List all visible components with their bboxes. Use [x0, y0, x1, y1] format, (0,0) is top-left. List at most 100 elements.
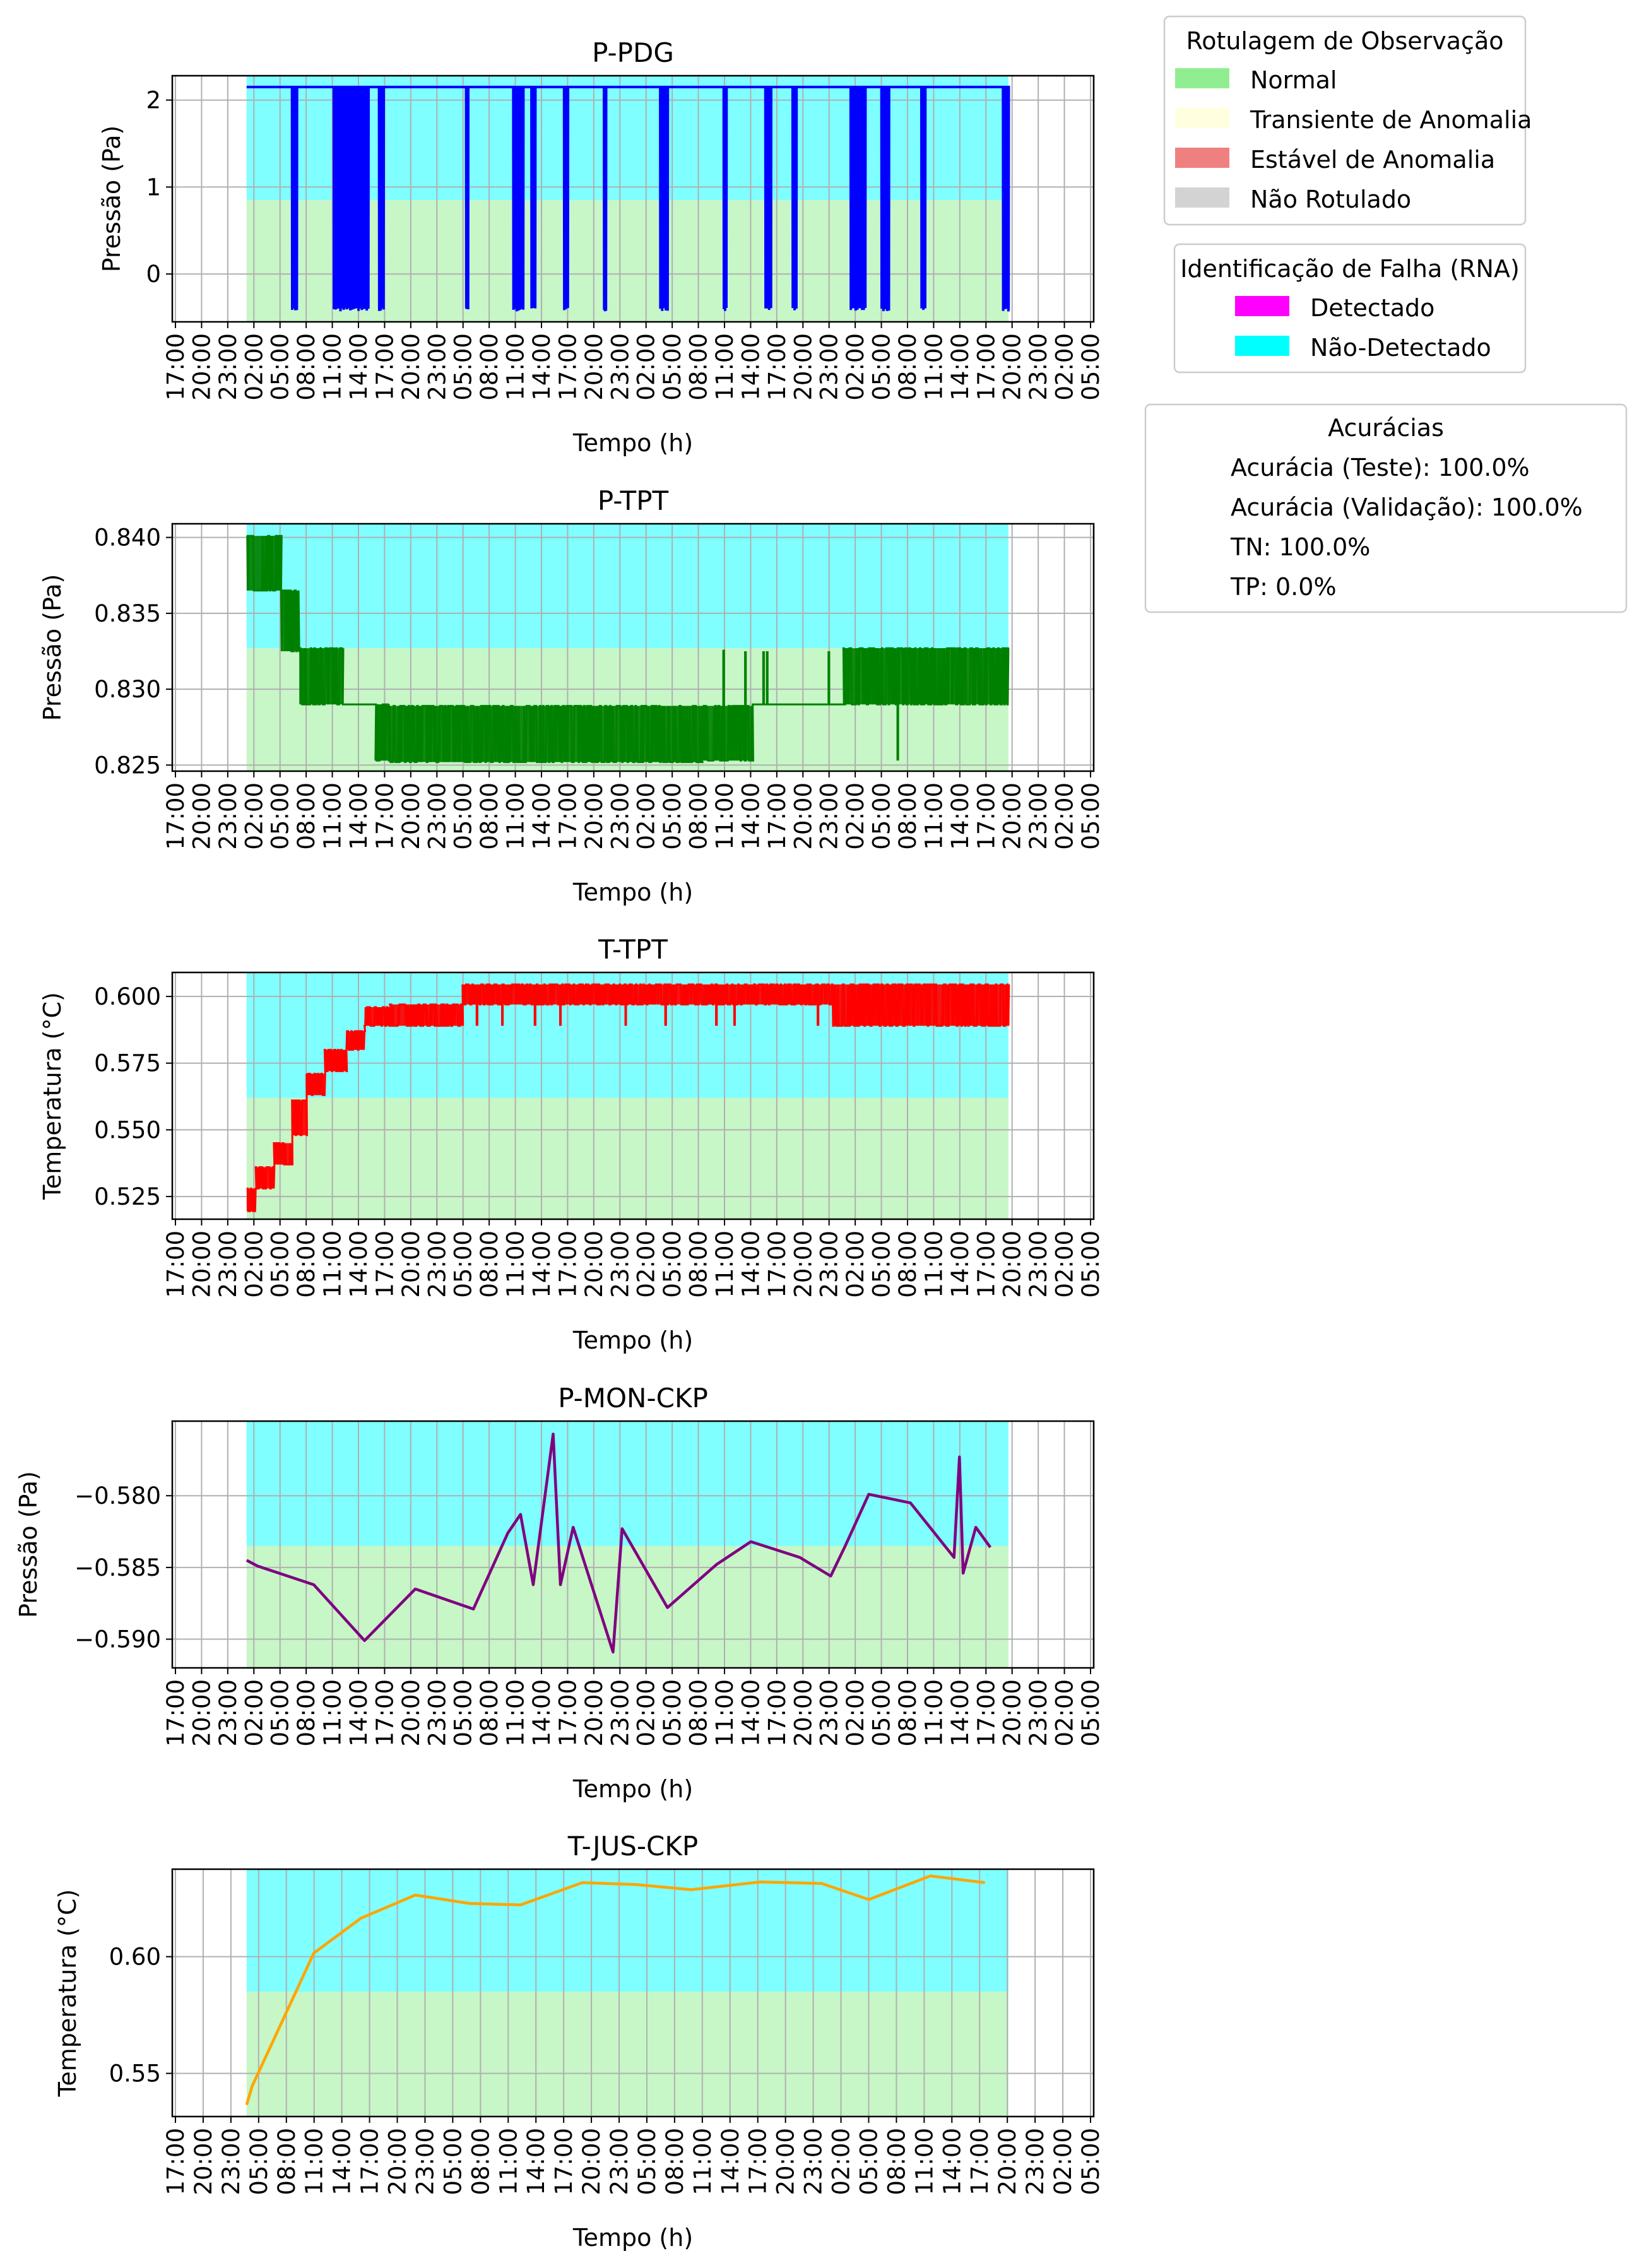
x-tick-label: 11:00 — [689, 2128, 716, 2195]
x-tick-label: 23:00 — [1025, 333, 1052, 401]
x-tick-label: 17:00 — [764, 333, 791, 401]
x-tick-label: 05:00 — [868, 783, 896, 850]
x-tick-label: 23:00 — [606, 1231, 634, 1298]
x-tick-label: 11:00 — [920, 333, 947, 401]
x-tick-label: 17:00 — [973, 333, 1000, 401]
x-axis-label: Tempo (h) — [572, 1326, 693, 1354]
chart-title: P-PDG — [592, 37, 674, 68]
x-tick-label: 02:00 — [1051, 1679, 1079, 1747]
x-tick-label: 05:00 — [659, 783, 686, 850]
axes-frame — [171, 74, 1095, 323]
x-tick-label: 23:00 — [423, 333, 451, 401]
x-tick-label: 08:00 — [293, 333, 320, 401]
legend-acuracias: Acurácias Acurácia (Teste): 100.0% Acurá… — [1144, 403, 1628, 613]
y-axis-label: Pressão (Pa) — [15, 1471, 42, 1618]
x-tick-label: 14:00 — [345, 1679, 372, 1747]
x-tick-label: 05:00 — [439, 2128, 466, 2195]
axes-frame — [171, 523, 1095, 772]
x-tick-label: 05:00 — [659, 1231, 686, 1298]
y-tick-label: 0.55 — [109, 2060, 161, 2088]
x-tick-label: 20:00 — [789, 333, 817, 401]
x-tick-label: 20:00 — [999, 1231, 1026, 1298]
x-tick-label: 20:00 — [581, 783, 608, 850]
x-tick-label: 17:00 — [764, 783, 791, 850]
x-tick-label: 17:00 — [162, 2128, 189, 2195]
y-tick-label: 0.600 — [94, 983, 161, 1010]
x-tick-label: 20:00 — [999, 783, 1026, 850]
x-tick-label: 23:00 — [1025, 783, 1052, 850]
series-line — [246, 983, 1010, 1212]
x-tick-label: 14:00 — [947, 783, 974, 850]
band-normal — [246, 1097, 1008, 1219]
x-tick-label: 11:00 — [319, 1231, 346, 1298]
y-axis-label: Temperatura (°C) — [54, 1889, 81, 2098]
x-tick-label: 11:00 — [920, 1679, 947, 1747]
x-tick-label: 11:00 — [502, 1231, 529, 1298]
x-tick-label: 14:00 — [329, 2128, 356, 2195]
legend-label-transiente: Transiente de Anomalia — [1250, 106, 1532, 134]
axes-frame — [171, 1420, 1095, 1669]
x-tick-label: 05:00 — [450, 783, 477, 850]
legend-label-detectado: Detectado — [1310, 294, 1434, 322]
y-tick-label: −0.585 — [74, 1554, 161, 1581]
x-tick-label: 05:00 — [1077, 1679, 1104, 1747]
x-tick-label: 23:00 — [215, 333, 242, 401]
x-tick-label: 14:00 — [528, 1231, 555, 1298]
y-tick-label: −0.580 — [74, 1482, 161, 1509]
subplot-2: 17:0020:0023:0002:0005:0008:0011:0014:00… — [38, 934, 1104, 1354]
x-tick-label: 14:00 — [938, 2128, 966, 2195]
x-tick-label: 20:00 — [581, 1231, 608, 1298]
x-tick-label: 20:00 — [188, 333, 215, 401]
x-tick-label: 20:00 — [581, 333, 608, 401]
x-tick-label: 11:00 — [911, 2128, 938, 2195]
x-tick-label: 23:00 — [215, 783, 242, 850]
x-tick-label: 23:00 — [1022, 2128, 1049, 2195]
x-tick-label: 11:00 — [319, 333, 346, 401]
x-tick-label: 05:00 — [267, 333, 294, 401]
x-tick-label: 20:00 — [581, 1679, 608, 1747]
x-tick-label: 02:00 — [1051, 333, 1079, 401]
x-tick-label: 11:00 — [502, 783, 529, 850]
legend-observacao-title: Rotulagem de Observação — [1186, 27, 1504, 55]
band-nao-detectado — [246, 524, 1008, 649]
x-tick-label: 05:00 — [1077, 2128, 1104, 2195]
x-tick-label: 17:00 — [554, 783, 581, 850]
x-tick-label: 20:00 — [398, 783, 425, 850]
x-tick-label: 20:00 — [999, 1679, 1026, 1747]
x-tick-label: 11:00 — [711, 1231, 738, 1298]
x-tick-label: 17:00 — [973, 1231, 1000, 1298]
series-group — [246, 85, 1010, 312]
series-line — [246, 85, 1010, 312]
y-tick-label: 0 — [146, 261, 161, 288]
x-tick-label: 02:00 — [842, 1679, 869, 1747]
legend-swatch-estavel — [1175, 148, 1229, 168]
x-tick-label: 20:00 — [188, 1679, 215, 1747]
y-tick-label: 0.575 — [94, 1050, 161, 1077]
x-tick-label: 14:00 — [528, 1679, 555, 1747]
series-group — [246, 983, 1010, 1212]
y-tick-label: 0.840 — [94, 524, 161, 552]
legend-swatch-transiente — [1175, 108, 1229, 128]
x-tick-label: 17:00 — [973, 783, 1000, 850]
chart-title: T-JUS-CKP — [567, 1831, 698, 1862]
x-tick-label: 17:00 — [371, 333, 398, 401]
x-tick-label: 17:00 — [966, 2128, 993, 2195]
x-tick-label: 02:00 — [633, 783, 660, 850]
x-tick-label: 23:00 — [816, 783, 843, 850]
x-tick-label: 23:00 — [606, 333, 634, 401]
x-tick-label: 02:00 — [633, 1231, 660, 1298]
x-tick-label: 08:00 — [894, 1679, 921, 1747]
x-tick-label: 17:00 — [162, 1679, 189, 1747]
subplots: 17:0020:0023:0002:0005:0008:0011:0014:00… — [15, 37, 1104, 2252]
x-tick-label: 02:00 — [633, 1679, 660, 1747]
x-tick-label: 17:00 — [371, 783, 398, 850]
legend-label-normal: Normal — [1250, 66, 1337, 94]
x-tick-label: 11:00 — [711, 333, 738, 401]
x-tick-label: 14:00 — [947, 1679, 974, 1747]
x-tick-label: 14:00 — [345, 333, 372, 401]
x-tick-label: 05:00 — [659, 333, 686, 401]
x-tick-label: 11:00 — [495, 2128, 522, 2195]
x-tick-label: 08:00 — [685, 333, 713, 401]
x-tick-label: 23:00 — [816, 1679, 843, 1747]
x-tick-label: 20:00 — [398, 1679, 425, 1747]
